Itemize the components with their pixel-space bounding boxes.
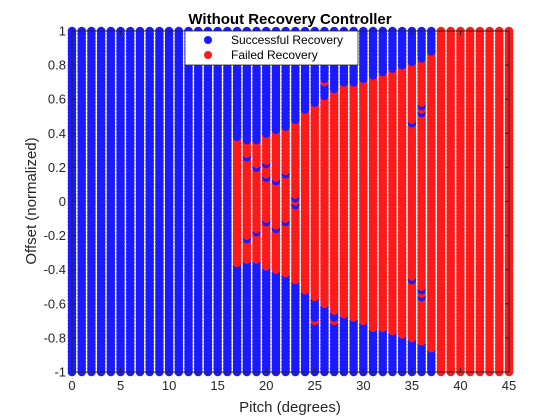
x-tick-label: 25 (308, 378, 322, 393)
x-tick-label: 45 (502, 378, 516, 393)
y-tick-label: -0.8 (44, 330, 66, 345)
x-tick-label: 35 (405, 378, 419, 393)
x-tick-label: 15 (210, 378, 224, 393)
y-tick-label: -0.4 (44, 262, 66, 277)
chart-title: Without Recovery Controller (188, 11, 391, 28)
y-tick-label: 1 (59, 24, 66, 39)
y-tick-label: 0.6 (48, 92, 66, 107)
y-tick-label: 0.8 (48, 58, 66, 73)
y-tick-label: -0.6 (44, 296, 66, 311)
legend-label-failed: Failed Recovery (231, 48, 318, 62)
legend-marker-success (204, 36, 212, 44)
x-tick-label: 30 (356, 378, 370, 393)
x-tick-label: 20 (259, 378, 273, 393)
y-tick-label: -1 (54, 365, 66, 380)
x-tick-label: 10 (162, 378, 176, 393)
x-tick-label: 0 (68, 378, 75, 393)
x-tick-label: 40 (453, 378, 467, 393)
legend-label-success: Successful Recovery (231, 33, 343, 47)
y-tick-label: 0.4 (48, 126, 66, 141)
y-tick-label: 0 (59, 194, 66, 209)
x-tick-label: 5 (117, 378, 124, 393)
legend-marker-failed (204, 51, 212, 59)
y-tick-label: -0.2 (44, 228, 66, 243)
x-axis-title: Pitch (degrees) (239, 399, 341, 416)
legend: Successful Recovery Failed Recovery (184, 30, 359, 66)
y-tick-label: 0.2 (48, 160, 66, 175)
y-axis-title: Offset (normalized) (23, 137, 40, 264)
points-layer (67, 26, 514, 377)
